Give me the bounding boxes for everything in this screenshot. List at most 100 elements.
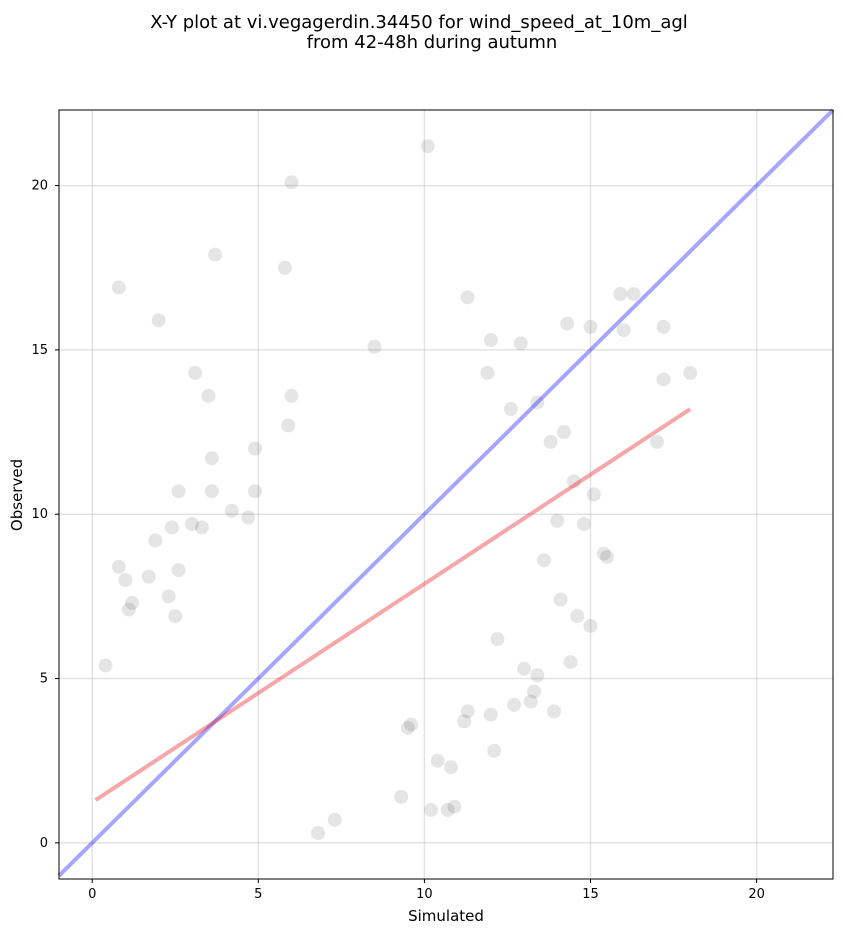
data-point [284, 388, 299, 403]
data-point [683, 365, 698, 380]
fit-lines [57, 108, 835, 878]
data-point [208, 247, 223, 262]
data-point [487, 743, 502, 758]
data-point [327, 812, 342, 827]
data-point [490, 632, 505, 647]
data-point [513, 336, 528, 351]
data-point [457, 714, 472, 729]
data-point [546, 704, 561, 719]
x-tick-label: 15 [582, 887, 599, 902]
data-point [576, 517, 591, 532]
data-point [440, 802, 455, 817]
data-point [530, 395, 545, 410]
data-point [367, 339, 382, 354]
x-axis-label: Simulated [408, 907, 484, 925]
data-point [613, 287, 628, 302]
data-point [125, 595, 140, 610]
data-point [204, 451, 219, 466]
data-point [420, 139, 435, 154]
data-point [171, 484, 186, 499]
data-point [430, 753, 445, 768]
data-point [281, 418, 296, 433]
data-point [224, 503, 239, 518]
data-point [596, 546, 611, 561]
chart-title-line-1: X-Y plot at vi.vegagerdin.34450 for wind… [150, 12, 688, 33]
y-axis-label: Observed [8, 459, 26, 531]
data-point [404, 717, 419, 732]
data-point [141, 569, 156, 584]
x-tick-label: 0 [88, 887, 96, 902]
data-point [98, 658, 113, 673]
data-point [523, 694, 538, 709]
data-point [560, 316, 575, 331]
grid [59, 110, 833, 879]
data-point [111, 280, 126, 295]
data-point [171, 563, 186, 578]
data-point [148, 533, 163, 548]
y-tick-label: 20 [31, 179, 48, 194]
data-point [527, 684, 542, 699]
data-point [241, 510, 256, 525]
x-tick-label: 20 [748, 887, 765, 902]
data-point [284, 175, 299, 190]
data-points [98, 139, 698, 840]
data-point [586, 487, 601, 502]
data-point [517, 661, 532, 676]
y-tick-label: 0 [40, 836, 48, 851]
data-point [151, 313, 166, 328]
data-point [118, 572, 133, 587]
y-tick-label: 10 [31, 507, 48, 522]
data-point [483, 333, 498, 348]
data-point [553, 592, 568, 607]
data-point [507, 697, 522, 712]
data-point [194, 520, 209, 535]
chart-title-line-2: from 42-48h during autumn [307, 32, 558, 53]
data-point [570, 609, 585, 624]
data-point [184, 517, 199, 532]
y-tick-label: 15 [31, 343, 48, 358]
data-point [480, 365, 495, 380]
data-point [394, 789, 409, 804]
data-point [656, 319, 671, 334]
data-point [460, 704, 475, 719]
identity-line [57, 108, 835, 878]
data-point [566, 474, 581, 489]
data-point [164, 520, 179, 535]
data-point [188, 365, 203, 380]
data-point [443, 760, 458, 775]
data-point [277, 260, 292, 275]
data-point [626, 287, 641, 302]
data-point [536, 553, 551, 568]
regression-line [94, 407, 692, 802]
data-point [616, 323, 631, 338]
data-point [204, 484, 219, 499]
axis-ticks: 0 5 10 15 20 0 5 10 15 20 [31, 179, 764, 902]
data-point [649, 434, 664, 449]
data-point [543, 434, 558, 449]
data-point [400, 720, 415, 735]
data-point [460, 290, 475, 305]
data-point [121, 602, 136, 617]
data-point [550, 513, 565, 528]
x-tick-label: 5 [254, 887, 262, 902]
data-point [247, 484, 262, 499]
data-point [201, 388, 216, 403]
data-point [483, 707, 498, 722]
data-point [424, 802, 439, 817]
data-point [161, 589, 176, 604]
data-point [583, 319, 598, 334]
plot-frame [58, 109, 834, 880]
data-point [447, 799, 462, 814]
data-point [530, 668, 545, 683]
data-point [563, 655, 578, 670]
data-point [600, 549, 615, 564]
data-point [583, 618, 598, 633]
data-point [168, 609, 183, 624]
data-point [656, 372, 671, 387]
y-tick-label: 5 [40, 672, 48, 687]
data-point [556, 425, 571, 440]
x-tick-label: 10 [416, 887, 433, 902]
data-point [247, 441, 262, 456]
data-point [111, 559, 126, 574]
